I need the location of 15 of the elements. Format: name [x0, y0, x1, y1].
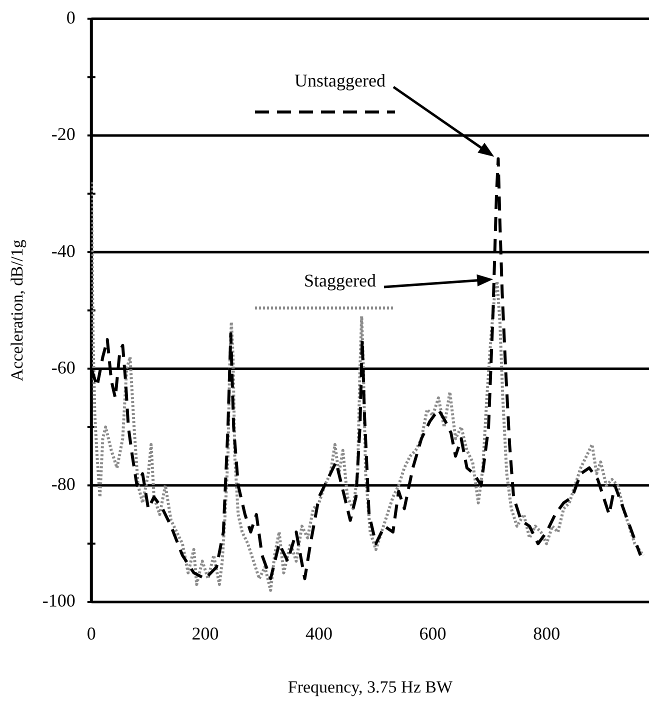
y-tick-label: -60 — [51, 357, 76, 378]
x-tick-label: 800 — [533, 624, 560, 644]
x-tick-label: 200 — [192, 624, 219, 644]
series-label: Staggered — [304, 270, 376, 291]
text: Unstaggered — [294, 70, 386, 91]
y-tick-label: 0 — [66, 8, 76, 28]
y-axis-title: Acceleration, dB//1g — [8, 239, 27, 382]
y-tick-label: -80 — [51, 474, 76, 494]
y-tick-label: -100 — [42, 590, 76, 611]
x-tick-label: 400 — [305, 624, 332, 644]
x-tick-label: 0 — [86, 624, 96, 644]
x-tick-label: 600 — [419, 624, 446, 644]
x-axis-title: Frequency, 3.75 Hz BW — [288, 677, 454, 696]
y-tick-label: -20 — [51, 124, 76, 144]
y-tick-label: -40 — [51, 240, 76, 261]
